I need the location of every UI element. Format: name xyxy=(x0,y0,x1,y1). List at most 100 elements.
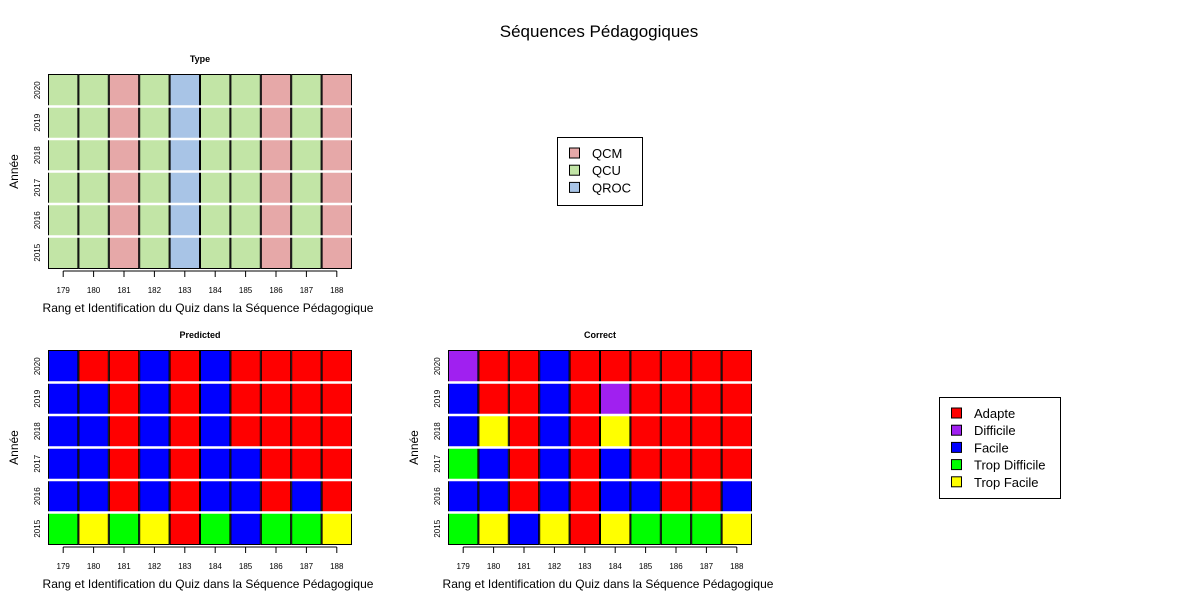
cell-2017-182 xyxy=(539,447,570,480)
cell-2018-188 xyxy=(321,139,353,172)
cell-2016-186 xyxy=(260,480,292,513)
x-tick-label: 180 xyxy=(87,286,101,295)
cell-2020-184 xyxy=(600,350,631,383)
x-tick-label: 182 xyxy=(148,562,162,571)
cell-2015-180 xyxy=(478,512,509,545)
cell-2015-185 xyxy=(230,512,261,545)
cell-2016-183 xyxy=(169,480,201,513)
cell-2016-188 xyxy=(721,480,752,513)
panel-title: Correct xyxy=(584,330,616,340)
x-tick-label: 188 xyxy=(730,562,744,571)
x-tick-label: 186 xyxy=(269,562,283,571)
cell-2018-185 xyxy=(230,139,261,172)
cell-2020-186 xyxy=(260,74,292,107)
cell-2019-182 xyxy=(539,382,570,415)
cell-2018-179 xyxy=(48,415,79,448)
cell-2015-186 xyxy=(660,512,692,545)
cell-2018-184 xyxy=(600,415,631,448)
cell-2017-180 xyxy=(78,171,109,204)
cell-2017-179 xyxy=(48,171,79,204)
x-tick-label: 186 xyxy=(269,286,283,295)
cell-2015-180 xyxy=(78,236,109,269)
cell-2018-187 xyxy=(291,415,322,448)
cell-2020-181 xyxy=(108,74,140,107)
x-tick-label: 188 xyxy=(330,286,344,295)
legend-label: Trop Facile xyxy=(974,475,1039,490)
cell-2015-187 xyxy=(691,512,722,545)
cell-2019-180 xyxy=(78,382,109,415)
cell-2019-188 xyxy=(321,382,353,415)
cell-2020-182 xyxy=(139,350,170,383)
cell-2018-179 xyxy=(448,415,479,448)
y-tick-label: 2018 xyxy=(33,422,42,440)
cell-2015-184 xyxy=(200,512,231,545)
x-axis-title: Rang et Identification du Quiz dans la S… xyxy=(43,577,374,591)
cell-2019-181 xyxy=(108,106,140,139)
y-tick-label: 2020 xyxy=(433,357,442,375)
cell-2018-187 xyxy=(291,139,322,172)
x-tick-label: 180 xyxy=(487,562,501,571)
cell-2018-185 xyxy=(230,415,261,448)
cell-2019-184 xyxy=(200,382,231,415)
cell-2018-180 xyxy=(478,415,509,448)
cell-2020-183 xyxy=(569,350,600,383)
x-tick-label: 179 xyxy=(457,562,471,571)
cell-2015-187 xyxy=(291,236,322,269)
cell-2018-180 xyxy=(78,139,109,172)
cell-2018-181 xyxy=(108,415,140,448)
y-tick-label: 2017 xyxy=(433,454,442,472)
cell-2017-186 xyxy=(660,447,692,480)
cell-2020-184 xyxy=(200,74,231,107)
legend-label: QCM xyxy=(592,146,622,161)
cell-2020-187 xyxy=(291,350,322,383)
cell-2019-182 xyxy=(139,382,170,415)
cell-2016-184 xyxy=(200,204,231,237)
x-tick-label: 184 xyxy=(209,286,223,295)
cell-2016-187 xyxy=(691,480,722,513)
cell-2020-180 xyxy=(78,350,109,383)
cell-2019-181 xyxy=(508,382,540,415)
cell-2017-183 xyxy=(569,447,600,480)
cell-2015-186 xyxy=(260,236,292,269)
cell-2020-187 xyxy=(291,74,322,107)
y-tick-label: 2019 xyxy=(33,389,42,407)
legend-label: Difficile xyxy=(974,423,1016,438)
cell-2015-186 xyxy=(260,512,292,545)
y-tick-label: 2017 xyxy=(33,178,42,196)
cell-2016-180 xyxy=(78,204,109,237)
x-tick-label: 183 xyxy=(578,562,592,571)
cell-2017-187 xyxy=(291,447,322,480)
y-tick-label: 2015 xyxy=(33,243,42,261)
cell-2020-185 xyxy=(230,74,261,107)
cell-2018-187 xyxy=(691,415,722,448)
cell-2017-181 xyxy=(108,447,140,480)
cell-2015-183 xyxy=(569,512,600,545)
cell-2016-188 xyxy=(321,480,353,513)
cell-2017-183 xyxy=(169,171,201,204)
cell-2020-188 xyxy=(321,350,353,383)
y-axis-title: Année xyxy=(7,430,21,465)
cell-2019-183 xyxy=(169,106,201,139)
cell-2015-183 xyxy=(169,236,201,269)
cell-2020-184 xyxy=(200,350,231,383)
cell-2016-184 xyxy=(600,480,631,513)
cell-2016-184 xyxy=(200,480,231,513)
cell-2019-183 xyxy=(569,382,600,415)
cell-2016-188 xyxy=(321,204,353,237)
cell-2015-181 xyxy=(108,236,140,269)
cell-2015-183 xyxy=(169,512,201,545)
x-tick-label: 181 xyxy=(117,562,131,571)
legend-label: Adapte xyxy=(974,406,1015,421)
x-tick-label: 187 xyxy=(300,562,314,571)
cell-2019-185 xyxy=(230,382,261,415)
cell-2020-179 xyxy=(48,350,79,383)
y-axis-title: Année xyxy=(407,430,421,465)
cell-2018-181 xyxy=(508,415,540,448)
main-title: Séquences Pédagogiques xyxy=(500,22,699,41)
y-tick-label: 2018 xyxy=(33,146,42,164)
x-tick-label: 184 xyxy=(209,562,223,571)
cell-2018-180 xyxy=(78,415,109,448)
x-tick-label: 180 xyxy=(87,562,101,571)
cell-2019-184 xyxy=(600,382,631,415)
cell-2017-184 xyxy=(600,447,631,480)
